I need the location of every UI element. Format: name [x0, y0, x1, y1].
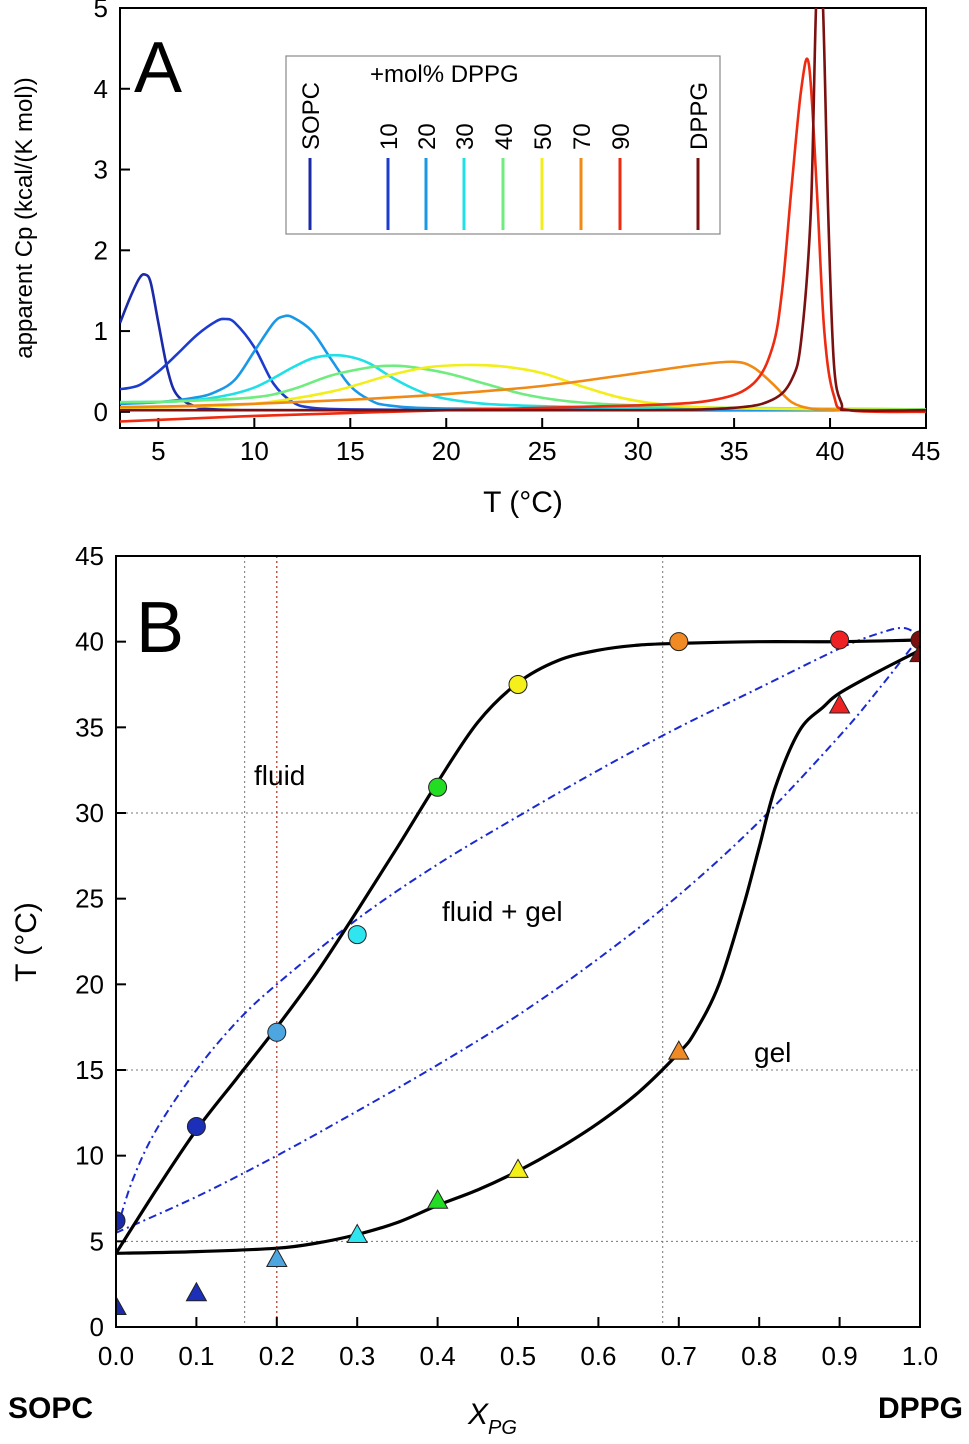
solidus-point: [116, 1295, 127, 1315]
solidus-point: [507, 1158, 529, 1178]
solidus-point: [185, 1281, 208, 1302]
panel-a-x-tick-label: 30: [624, 436, 653, 466]
liquidus-point: [669, 632, 689, 652]
panel-a-plot-frame: [119, 7, 927, 429]
series-line-30: [120, 353, 926, 411]
panel-a-letter: A: [134, 28, 182, 108]
panel-a-x-tick-label: 10: [240, 436, 269, 466]
panel-b-y-tick-label: 15: [75, 1055, 104, 1085]
panel-a-x-tick-label: 5: [151, 436, 165, 466]
legend-label-50: 50: [530, 123, 557, 150]
panel-b-plot-frame: [115, 555, 921, 1328]
panel-a-y-tick-label: 3: [94, 155, 108, 185]
panel-b-x-tick-label: 0.6: [580, 1341, 616, 1371]
panel-a-y-axis-label: apparent Cp (kcal/(K mol)): [11, 77, 38, 358]
panel-a-legend-header: +mol% DPPG: [370, 61, 519, 88]
liquidus-point: [910, 630, 920, 650]
panel-b-x-tick-label: 0.7: [661, 1341, 697, 1371]
series-line-70: [120, 360, 926, 412]
panel-b-x-tick-label: 0.1: [178, 1341, 214, 1371]
solidus-point: [265, 1247, 288, 1267]
liquidus-point: [830, 630, 850, 650]
solidus-point: [667, 1040, 690, 1060]
panel-a-x-tick-label: 15: [336, 436, 365, 466]
legend-label-sopc: SOPC: [298, 82, 325, 150]
panel-b-x-tick-label: 0.2: [259, 1341, 295, 1371]
legend-label-90: 90: [608, 123, 635, 150]
panel-b-x-tick-label: 0.5: [500, 1341, 536, 1371]
panel-a-x-tick-label: 20: [432, 436, 461, 466]
solidus-point: [346, 1223, 369, 1243]
end-label-dppg: DPPG: [878, 1392, 963, 1425]
panel-b-letter: B: [136, 588, 184, 668]
liquidus-point: [508, 675, 528, 694]
panel-b-x-tick-label: 0.4: [420, 1341, 456, 1371]
region-label-fluid-gel: fluid + gel: [442, 896, 563, 927]
panel-b-chart: 0.0 0.1 0.2 0.3 0.4 0.5 0.6 0.7 0.8 0.9 1.0 0 5 10 15 2…: [8, 541, 963, 1439]
legend-label-40: 40: [491, 123, 518, 150]
legend-label-dppg: DPPG: [686, 82, 713, 150]
legend-label-10: 10: [376, 123, 403, 150]
panel-b-y-tick-label: 20: [75, 969, 104, 999]
solidus-point: [909, 642, 920, 663]
panel-a-x-tick-label: 45: [912, 436, 941, 466]
liquidus-point: [116, 1211, 126, 1231]
panel-b-y-tick-label: 25: [75, 884, 104, 914]
panel-b-x-tick-label: 0.8: [741, 1341, 777, 1371]
legend-label-70: 70: [569, 123, 596, 150]
panel-a-x-axis-label: T (°C): [483, 486, 563, 519]
panel-b-y-tick-label: 5: [90, 1226, 104, 1256]
panel-a-legend: SOPC 10 20 30 40 50 70 90 DPPG: [298, 82, 713, 230]
panel-b-y-tick-label: 35: [75, 712, 104, 742]
panel-a-y-tick-label: 1: [94, 316, 108, 346]
liquidus-point: [347, 925, 367, 945]
liquidus-point: [428, 777, 448, 797]
region-label-fluid: fluid: [254, 760, 305, 791]
solidus-point: [828, 694, 851, 714]
model-curve-upper: [116, 626, 920, 1234]
panel-b-x-tick-label: 0.9: [822, 1341, 858, 1371]
panel-b-y-tick-label: 0: [90, 1312, 104, 1342]
panel-a-x-tick-label: 40: [816, 436, 845, 466]
liquidus-point: [186, 1117, 206, 1137]
solidus-curve: [116, 648, 920, 1255]
model-curve-lower: [116, 635, 920, 1234]
panel-b-x-axis-label: XPG: [467, 1398, 517, 1439]
legend-label-30: 30: [452, 123, 479, 150]
liquidus-curve: [116, 638, 920, 1255]
end-label-sopc: SOPC: [8, 1392, 93, 1425]
panel-a-y-tick-label: 0: [94, 397, 108, 427]
panel-a-x-tick-label: 25: [528, 436, 557, 466]
panel-b-y-axis-label: T (°C): [10, 902, 43, 982]
panel-b-y-tick-label: 40: [75, 627, 104, 657]
panel-a-y-tick-label: 4: [94, 74, 108, 104]
region-label-gel: gel: [754, 1037, 791, 1068]
liquidus-point: [267, 1022, 287, 1042]
panel-b-y-tick-label: 10: [75, 1141, 104, 1171]
panel-b-x-tick-label: 0.3: [339, 1341, 375, 1371]
panel-a-y-tick-label: 5: [94, 0, 108, 23]
series-line-dppg: [120, 8, 926, 412]
panel-b-x-tick-label: 1.0: [902, 1341, 938, 1371]
solidus-point: [426, 1189, 449, 1209]
panel-b-x-tick-label: 0.0: [98, 1341, 134, 1371]
series-line-10: [120, 317, 926, 412]
legend-label-20: 20: [414, 123, 441, 150]
panel-b-y-tick-label: 45: [75, 541, 104, 571]
panel-a-y-tick-label: 2: [94, 235, 108, 265]
panel-a-x-tick-label: 35: [720, 436, 749, 466]
panel-b-y-tick-label: 30: [75, 798, 104, 828]
